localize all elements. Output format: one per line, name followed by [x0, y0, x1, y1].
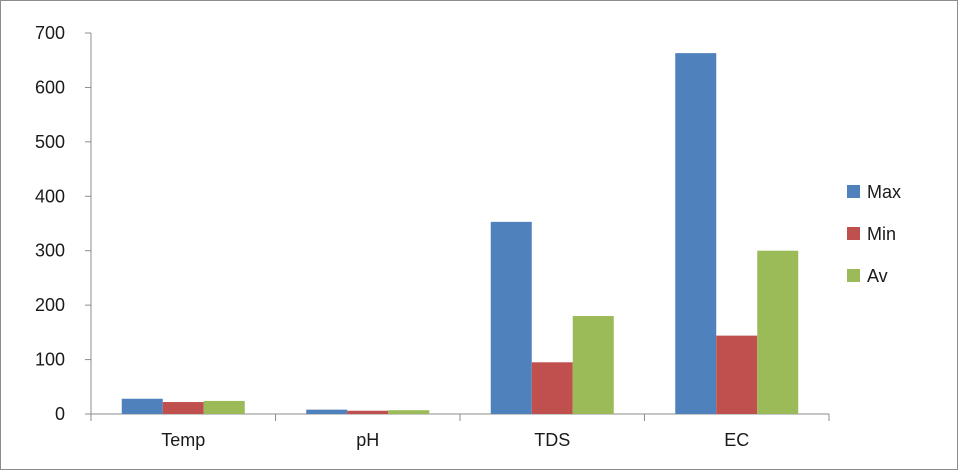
bar-max-ph: [306, 409, 348, 414]
y-tick-label: 100: [35, 350, 65, 370]
y-tick-label: 700: [35, 23, 65, 43]
bar-max-tds: [490, 221, 532, 414]
legend-label-max: Max: [867, 182, 901, 202]
y-tick-label: 500: [35, 132, 65, 152]
bar-max-ec: [675, 53, 717, 414]
y-tick-label: 400: [35, 186, 65, 206]
legend-label-min: Min: [867, 224, 896, 244]
y-axis: 0 100 200 300 400 500 600 700: [35, 23, 92, 424]
legend-swatch-min: [847, 227, 860, 240]
y-tick-label: 0: [55, 404, 65, 424]
x-tick-label: Temp: [161, 430, 205, 450]
bar-av-tds: [572, 316, 614, 414]
bar-av-temp: [203, 400, 245, 414]
bar-max-temp: [121, 398, 163, 414]
bar-av-ph: [388, 410, 430, 414]
bar-min-tds: [531, 362, 573, 414]
y-tick-label: 200: [35, 295, 65, 315]
bar-min-temp: [162, 402, 204, 414]
y-tick-label: 600: [35, 77, 65, 97]
x-tick-label: pH: [356, 430, 379, 450]
x-tick-label: EC: [724, 430, 749, 450]
legend-label-av: Av: [867, 266, 888, 286]
y-tick-label: 300: [35, 241, 65, 261]
legend-swatch-av: [847, 269, 860, 282]
legend: Max Min Av: [847, 182, 901, 286]
legend-swatch-max: [847, 185, 860, 198]
bars: [121, 53, 799, 414]
x-tick-label: TDS: [534, 430, 570, 450]
bar-av-ec: [757, 250, 799, 414]
bar-min-ec: [716, 335, 758, 414]
bar-min-ph: [347, 410, 389, 414]
x-axis: Temp pH TDS EC: [90, 413, 830, 450]
